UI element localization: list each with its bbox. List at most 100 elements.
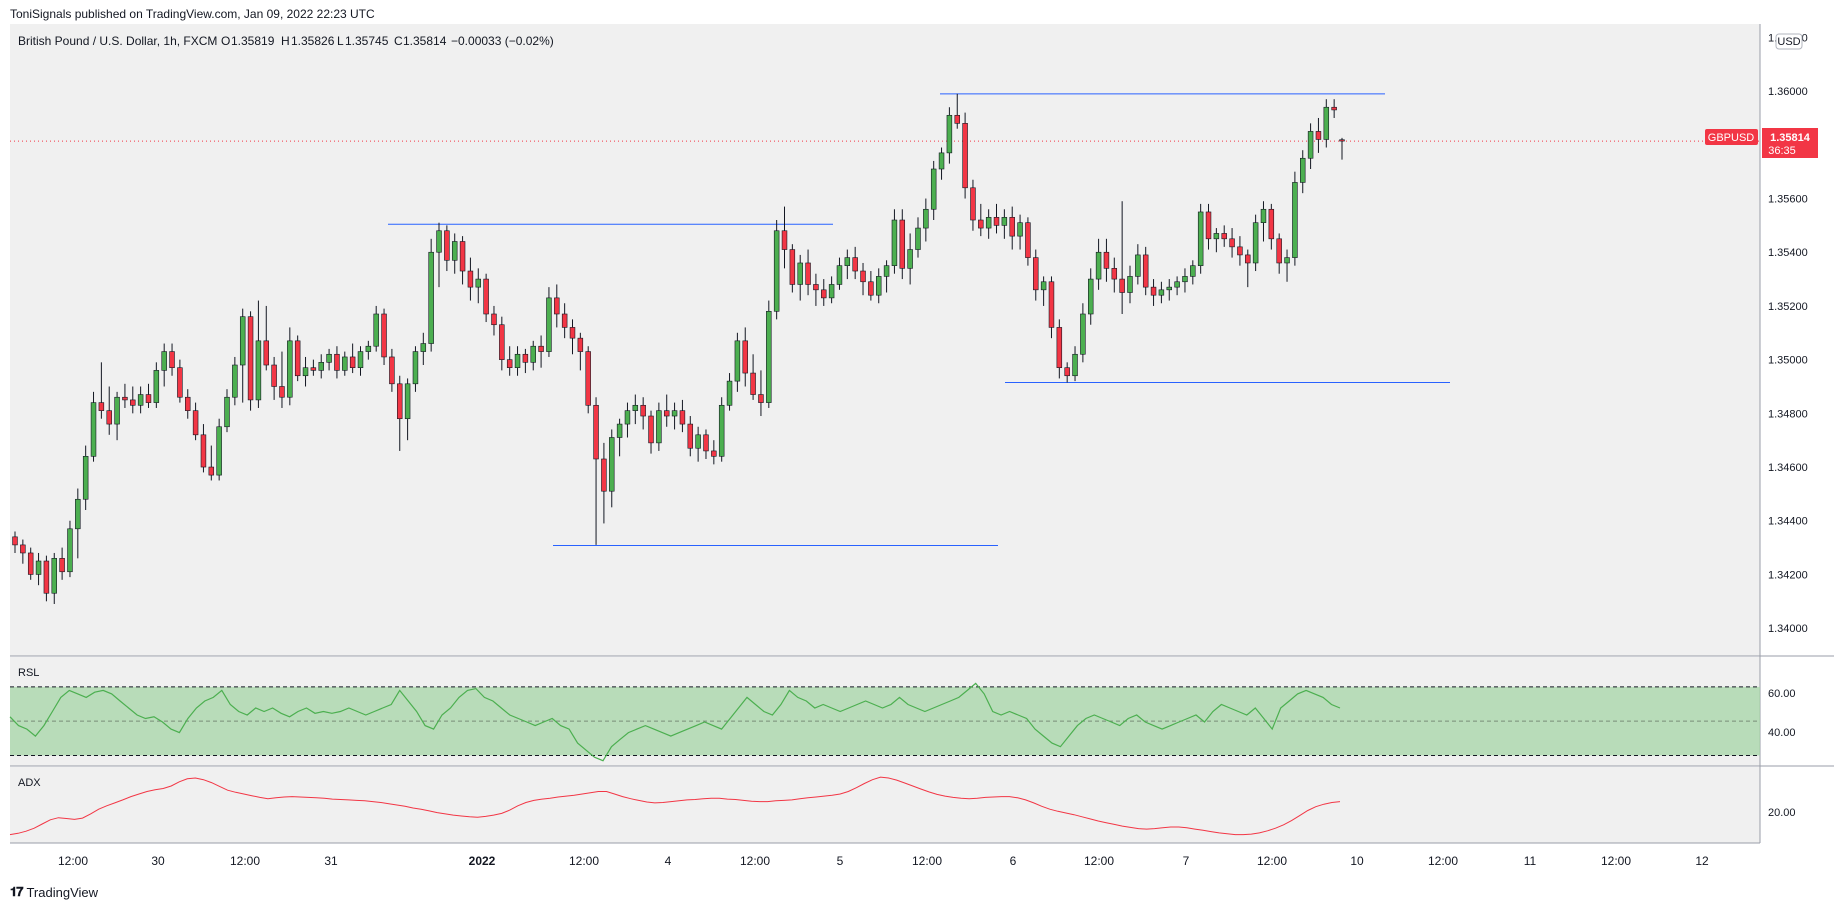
candle-up xyxy=(773,230,780,312)
candle-down xyxy=(868,281,874,296)
adx-line xyxy=(9,776,1341,836)
candle-down xyxy=(687,423,694,449)
candle-up xyxy=(883,265,890,277)
countdown-text: 36:35 xyxy=(1768,145,1796,157)
candle-up xyxy=(907,249,913,269)
candle-down xyxy=(1276,238,1282,264)
candle-down xyxy=(577,337,584,352)
time-axis[interactable]: 12:00 30 12:00 31 2022 12:00 4 12:00 5 1… xyxy=(58,854,1709,868)
symbol-tag-text: GBPUSD xyxy=(1708,132,1755,144)
candle-down xyxy=(20,544,26,554)
candle-up xyxy=(946,114,953,154)
candle-down xyxy=(1119,278,1125,293)
candle-up xyxy=(90,402,97,457)
candle-down xyxy=(444,230,450,261)
time-axis-label: 12:00 xyxy=(1428,854,1458,868)
candle-down xyxy=(648,415,654,444)
time-axis-label: 2022 xyxy=(469,854,496,868)
price-axis[interactable]: 1.362001.360001.358001.356001.354001.352… xyxy=(1768,32,1808,635)
candle-down xyxy=(1268,208,1275,240)
candle-down xyxy=(59,558,65,573)
candle-up xyxy=(326,353,332,363)
high-value: 1.35826 xyxy=(291,34,335,48)
candle-down xyxy=(663,410,670,417)
candle-down xyxy=(1033,257,1039,291)
tradingview-brand[interactable]: 𝟏𝟕 TradingView xyxy=(10,884,98,900)
candle-down xyxy=(310,367,317,371)
candle-down xyxy=(554,297,560,315)
candle-down xyxy=(467,270,474,288)
candle-up xyxy=(695,434,701,449)
candle-up xyxy=(1190,265,1196,277)
candle-up xyxy=(766,311,772,403)
candle-down xyxy=(1150,286,1157,296)
candle-down xyxy=(459,241,466,272)
time-axis-label: 6 xyxy=(1010,854,1017,868)
candle-down xyxy=(813,284,819,291)
candle-down xyxy=(538,345,544,352)
candle-down xyxy=(389,356,395,385)
time-axis-label: 12:00 xyxy=(1257,854,1287,868)
candle-down xyxy=(962,123,968,189)
candle-down xyxy=(381,313,387,358)
candle-down xyxy=(1056,327,1063,368)
candle-up xyxy=(1017,222,1023,237)
candle-down xyxy=(145,394,152,403)
price-axis-tick: 1.34000 xyxy=(1768,623,1808,635)
candle-down xyxy=(679,410,686,425)
high-label: H xyxy=(281,34,290,48)
candle-down xyxy=(805,262,811,285)
candle-down xyxy=(1048,281,1055,328)
candle-down xyxy=(750,372,756,395)
candle-up xyxy=(915,227,921,250)
candle-down xyxy=(1339,139,1345,142)
candle-up xyxy=(1292,182,1298,258)
candle-down xyxy=(12,536,18,546)
time-axis-label: 10 xyxy=(1350,854,1364,868)
candle-up xyxy=(1213,233,1220,240)
candle-down xyxy=(1142,254,1149,288)
candle-down xyxy=(711,450,717,457)
candle-down xyxy=(821,289,827,299)
candle-up xyxy=(1300,157,1306,183)
candle-down xyxy=(1205,211,1212,240)
candle-up xyxy=(153,370,160,403)
candle-down xyxy=(781,230,788,250)
candle-down xyxy=(98,402,105,411)
price-axis-tick: 1.34400 xyxy=(1768,516,1808,528)
adx-indicator xyxy=(9,776,1341,836)
candle-up xyxy=(420,343,427,352)
candle-down xyxy=(263,340,270,366)
last-price-tag xyxy=(1762,128,1818,158)
candle-up xyxy=(1158,289,1165,296)
candle-down xyxy=(758,394,764,403)
candle-down xyxy=(169,351,175,368)
time-axis-label: 30 xyxy=(151,854,165,868)
symbol-description: British Pound / U.S. Dollar, 1h, FXCM xyxy=(18,34,217,48)
time-axis-label: 12:00 xyxy=(1084,854,1114,868)
candle-up xyxy=(1284,257,1290,264)
candle-down xyxy=(1025,222,1031,258)
candle-up xyxy=(216,426,222,476)
candle-up xyxy=(67,528,73,573)
adx-pane-background[interactable] xyxy=(10,767,1760,843)
candle-up xyxy=(404,383,411,420)
candle-down xyxy=(27,552,34,575)
candle-down xyxy=(1221,233,1227,240)
currency-badge[interactable]: USD xyxy=(1775,33,1803,50)
low-value: 1.35745 xyxy=(345,34,389,48)
candle-up xyxy=(1127,276,1133,293)
candle-up xyxy=(1174,281,1180,288)
candle-up xyxy=(718,404,725,457)
candle-down xyxy=(192,410,199,436)
candle-up xyxy=(1307,131,1314,159)
price-axis-tick: 1.34800 xyxy=(1768,408,1808,420)
price-axis-tick: 1.36000 xyxy=(1768,86,1808,98)
price-pane-background[interactable] xyxy=(10,24,1760,656)
candle-up xyxy=(930,168,937,210)
adx-axis-tick: 20.00 xyxy=(1768,807,1796,819)
candle-down xyxy=(177,367,183,398)
rsl-label: RSL xyxy=(18,667,39,679)
price-axis-tick: 1.35400 xyxy=(1768,247,1808,259)
